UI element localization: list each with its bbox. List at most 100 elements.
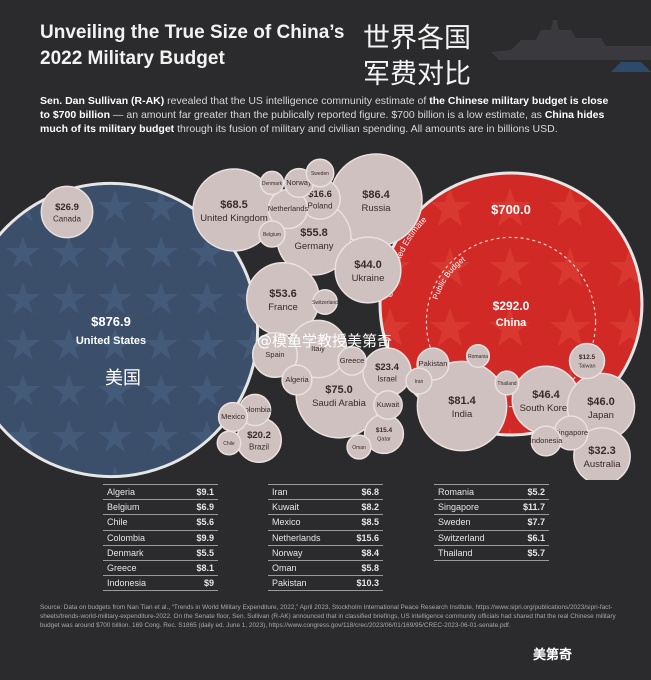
table-country: Denmark [107, 547, 144, 558]
country-label-ukraine: Ukraine [352, 273, 385, 284]
table-country: Chile [107, 517, 128, 528]
bubble-kuwait: Kuwait [373, 390, 403, 420]
table-row: Belgium $6.9 [103, 500, 218, 516]
table-row: Iran $6.8 [268, 484, 383, 501]
bubble-circle-thailand [494, 370, 520, 396]
bubble-circle-india [416, 360, 508, 452]
country-label-poland: Poland [308, 202, 333, 211]
country-label-sweden: Sweden [311, 171, 329, 177]
table-row: Indonesia $9 [103, 576, 218, 592]
country-label-pakistan: Pakistan [419, 359, 448, 368]
cjk-title-line-1: 世界各国 [363, 23, 471, 54]
bubble-sweden: Sweden [305, 158, 335, 188]
country-label-colombia: Colombia [239, 405, 272, 414]
table-country: Algeria [107, 487, 136, 497]
bubble-romania: Romania [465, 343, 491, 369]
country-label-canada: Canada [53, 215, 82, 224]
value-label-australia: $32.3 [588, 445, 616, 457]
country-label-france: France [268, 302, 298, 313]
table-country: Colombia [107, 532, 146, 543]
table-value: $5.2 [527, 487, 545, 497]
country-label-singapore: Singapore [554, 428, 588, 437]
table-country: Pakistan [272, 578, 307, 589]
table-row: Switzerland $6.1 [434, 531, 549, 546]
value-label-israel: $23.4 [375, 362, 399, 373]
country-label-germany: Germany [294, 241, 333, 252]
bubble-algeria: Algeria [281, 364, 313, 396]
value-label-qatar: $15.4 [376, 427, 393, 434]
bubble-australia: $32.3 Australia [573, 427, 631, 480]
table-row: Oman $5.8 [268, 561, 383, 577]
table-row: Denmark $5.5 [103, 546, 218, 561]
country-label-kuwait: Kuwait [377, 400, 400, 409]
china-public-value: $292.0 [493, 299, 530, 313]
bubble-taiwan: $12.5 Taiwan [568, 342, 606, 380]
table-value: $6.1 [527, 532, 545, 543]
country-label-greece: Greece [340, 356, 365, 365]
bubble-mexico: Mexico [217, 401, 249, 433]
table-country: Norway [272, 547, 303, 558]
table-value: $10.3 [356, 578, 379, 589]
table-country: Netherlands [272, 532, 321, 543]
bubble-netherlands: Netherlands [267, 188, 308, 230]
country-label-algeria: Algeria [285, 375, 309, 384]
country-label-belgium: Belgium [263, 232, 281, 238]
us-star-pattern [0, 185, 256, 475]
ship-silhouette [491, 20, 651, 72]
bubble-spain: Spain [251, 331, 299, 379]
table-row: Colombia $9.9 [103, 531, 218, 546]
value-label-united-states: $876.9 [91, 314, 131, 329]
table-value: $8.4 [361, 547, 379, 558]
intro-paragraph: Sen. Dan Sullivan (R-AK) revealed that t… [40, 95, 609, 135]
table-value: $9.1 [196, 487, 214, 497]
bubble-circle-algeria [281, 364, 313, 396]
bubble-ukraine: $44.0 Ukraine [334, 236, 402, 304]
bubble-circle-iran [405, 367, 433, 395]
us-cjk-label: 美国 [105, 368, 141, 389]
table-row: Kuwait $8.2 [268, 500, 383, 516]
table-row: Singapore $11.7 [434, 500, 549, 516]
table-value: $5.6 [196, 517, 214, 528]
bubble-united-states: $876.9 United States [0, 181, 260, 479]
cjk-title-line-2: 军费对比 [363, 59, 471, 90]
country-label-united-kingdom: United Kingdom [200, 213, 268, 224]
country-label-india: India [452, 409, 473, 420]
china-classified-value: $700.0 [491, 202, 531, 217]
country-label-australia: Australia [584, 459, 622, 470]
table-value: $8.5 [361, 517, 379, 528]
bubble-oman: Oman [346, 434, 372, 460]
table-value: $5.8 [361, 562, 379, 573]
country-label-italy: Italy [311, 344, 325, 353]
country-label-oman: Oman [352, 445, 366, 451]
table-value: $8.2 [361, 502, 379, 513]
table-country: Kuwait [272, 502, 300, 513]
value-label-brazil: $20.2 [247, 430, 271, 441]
bubble-circle-kuwait [373, 390, 403, 420]
bubble-circle-greece [337, 346, 367, 376]
table-country: Greece [107, 562, 137, 573]
bubble-circle-ukraine [334, 236, 402, 304]
bubble-circle-taiwan [568, 342, 606, 380]
bubble-circle-canada [40, 185, 94, 239]
country-label-mexico: Mexico [221, 412, 245, 421]
bubble-greece: Greece [337, 346, 367, 376]
table-row: Mexico $8.5 [268, 515, 383, 531]
bubble-circle-australia [573, 427, 631, 480]
table-row: Greece $8.1 [103, 561, 218, 577]
value-label-russia: $86.4 [362, 189, 390, 201]
country-label-south-korea: South Korea [520, 403, 574, 414]
country-label-denmark: Denmark [262, 181, 283, 187]
value-label-united-kingdom: $68.5 [220, 199, 248, 211]
country-label-israel: Israel [377, 375, 397, 384]
country-label-united-states: United States [76, 335, 146, 347]
country-label-norway: Norway [286, 178, 312, 187]
table-country: Oman [272, 562, 297, 573]
bubble-switzerland: Switzerland [312, 289, 338, 315]
bubble-circle-oman [346, 434, 372, 460]
bubble-canada: $26.9 Canada [40, 185, 94, 239]
country-label-romania: Romania [468, 354, 488, 360]
table-country: Mexico [272, 517, 301, 528]
country-label-russia: Russia [361, 203, 391, 214]
value-label-taiwan: $12.5 [579, 354, 596, 361]
